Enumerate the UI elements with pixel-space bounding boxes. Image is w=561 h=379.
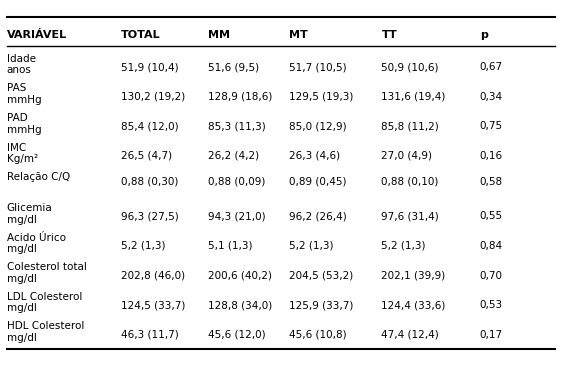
Text: 94,3 (21,0): 94,3 (21,0) (208, 211, 265, 221)
Text: PAS
mmHg: PAS mmHg (7, 83, 42, 105)
Text: HDL Colesterol
mg/dl: HDL Colesterol mg/dl (7, 321, 84, 343)
Text: 51,6 (9,5): 51,6 (9,5) (208, 62, 259, 72)
Text: 124,5 (33,7): 124,5 (33,7) (121, 300, 185, 310)
Text: LDL Colesterol
mg/dl: LDL Colesterol mg/dl (7, 292, 82, 313)
Text: 0,53: 0,53 (480, 300, 503, 310)
Text: 0,75: 0,75 (480, 121, 503, 131)
Text: 50,9 (10,6): 50,9 (10,6) (381, 62, 439, 72)
Text: 128,8 (34,0): 128,8 (34,0) (208, 300, 272, 310)
Text: 0,16: 0,16 (480, 151, 503, 161)
Text: 97,6 (31,4): 97,6 (31,4) (381, 211, 439, 221)
Text: 200,6 (40,2): 200,6 (40,2) (208, 271, 272, 280)
Text: 0,84: 0,84 (480, 241, 503, 251)
Text: 0,58: 0,58 (480, 177, 503, 187)
Text: 129,5 (19,3): 129,5 (19,3) (289, 92, 353, 102)
Text: 85,3 (11,3): 85,3 (11,3) (208, 121, 265, 131)
Text: 0,34: 0,34 (480, 92, 503, 102)
Text: 0,88 (0,10): 0,88 (0,10) (381, 177, 439, 187)
Text: Relação C/Q: Relação C/Q (7, 172, 70, 182)
Text: 5,2 (1,3): 5,2 (1,3) (381, 241, 426, 251)
Text: 202,8 (46,0): 202,8 (46,0) (121, 271, 185, 280)
Text: 5,1 (1,3): 5,1 (1,3) (208, 241, 252, 251)
Text: 85,8 (11,2): 85,8 (11,2) (381, 121, 439, 131)
Text: Idade
anos: Idade anos (7, 54, 36, 75)
Text: 46,3 (11,7): 46,3 (11,7) (121, 330, 178, 340)
Text: Colesterol total
mg/dl: Colesterol total mg/dl (7, 262, 86, 284)
Text: 26,3 (4,6): 26,3 (4,6) (289, 151, 340, 161)
Text: 130,2 (19,2): 130,2 (19,2) (121, 92, 185, 102)
Text: 96,3 (27,5): 96,3 (27,5) (121, 211, 178, 221)
Text: 47,4 (12,4): 47,4 (12,4) (381, 330, 439, 340)
Text: 85,0 (12,9): 85,0 (12,9) (289, 121, 347, 131)
Text: MM: MM (208, 30, 229, 40)
Text: VARIÁVEL: VARIÁVEL (7, 30, 67, 40)
Text: 128,9 (18,6): 128,9 (18,6) (208, 92, 272, 102)
Text: IMC
Kg/m²: IMC Kg/m² (7, 143, 38, 164)
Text: 5,2 (1,3): 5,2 (1,3) (289, 241, 333, 251)
Text: 85,4 (12,0): 85,4 (12,0) (121, 121, 178, 131)
Text: 5,2 (1,3): 5,2 (1,3) (121, 241, 165, 251)
Text: 27,0 (4,9): 27,0 (4,9) (381, 151, 433, 161)
Text: 202,1 (39,9): 202,1 (39,9) (381, 271, 446, 280)
Text: 0,89 (0,45): 0,89 (0,45) (289, 177, 346, 187)
Text: 204,5 (53,2): 204,5 (53,2) (289, 271, 353, 280)
Text: 0,88 (0,30): 0,88 (0,30) (121, 177, 178, 187)
Text: 131,6 (19,4): 131,6 (19,4) (381, 92, 446, 102)
Text: 125,9 (33,7): 125,9 (33,7) (289, 300, 353, 310)
Text: Acido Úrico
mg/dl: Acido Úrico mg/dl (7, 233, 66, 254)
Text: 45,6 (10,8): 45,6 (10,8) (289, 330, 347, 340)
Text: 26,2 (4,2): 26,2 (4,2) (208, 151, 259, 161)
Text: MT: MT (289, 30, 307, 40)
Text: 45,6 (12,0): 45,6 (12,0) (208, 330, 265, 340)
Text: TOTAL: TOTAL (121, 30, 160, 40)
Text: 124,4 (33,6): 124,4 (33,6) (381, 300, 446, 310)
Text: 0,88 (0,09): 0,88 (0,09) (208, 177, 265, 187)
Text: 96,2 (26,4): 96,2 (26,4) (289, 211, 347, 221)
Text: 0,70: 0,70 (480, 271, 503, 280)
Text: TT: TT (381, 30, 397, 40)
Text: PAD
mmHg: PAD mmHg (7, 113, 42, 135)
Text: p: p (480, 30, 488, 40)
Text: 26,5 (4,7): 26,5 (4,7) (121, 151, 172, 161)
Text: 51,9 (10,4): 51,9 (10,4) (121, 62, 178, 72)
Text: Glicemia
mg/dl: Glicemia mg/dl (7, 203, 53, 225)
Text: 51,7 (10,5): 51,7 (10,5) (289, 62, 347, 72)
Text: 0,55: 0,55 (480, 211, 503, 221)
Text: 0,17: 0,17 (480, 330, 503, 340)
Text: 0,67: 0,67 (480, 62, 503, 72)
